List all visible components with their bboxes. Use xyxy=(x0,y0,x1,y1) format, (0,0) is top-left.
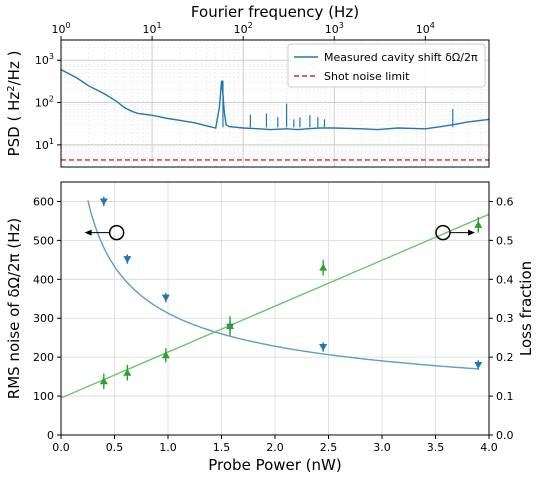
power-x-axis-label: Probe Power (nW) xyxy=(208,456,341,474)
rms-noise-point xyxy=(319,344,328,352)
psd-x-tick-label: 101 xyxy=(143,21,162,36)
power-x-tick-label: 4.0 xyxy=(480,441,498,454)
loss-fraction-point xyxy=(161,351,170,359)
rms-noise-fit-curve xyxy=(87,200,479,370)
psd-y-label-sup: 2 xyxy=(6,85,17,91)
rms-noise-point xyxy=(474,361,483,369)
right-y-tick-label: 0.3 xyxy=(496,312,514,325)
right-y-tick-label: 0.6 xyxy=(496,195,514,208)
psd-y-tick-label: 103 xyxy=(35,52,54,67)
rms-noise-point xyxy=(99,198,108,206)
axis-indicator-arrow-head xyxy=(84,229,92,236)
legend-label-shot-noise: Shot noise limit xyxy=(324,70,410,83)
legend-box xyxy=(287,43,486,88)
right-y-axis-label: Loss fraction xyxy=(517,261,535,356)
left-y-tick-label: 200 xyxy=(33,351,54,364)
psd-series xyxy=(60,68,490,161)
loss-fraction-point xyxy=(123,368,132,376)
right-y-tick-label: 0.2 xyxy=(496,351,514,364)
axis-indicator-circle xyxy=(108,224,125,241)
loss-fraction-point xyxy=(226,322,235,330)
psd-y-tick-label: 101 xyxy=(35,137,54,152)
power-panel: 0.0 0.5 1.0 1.5 2.0 2.5 3.0 3.5 4.0 0 100 200 300 40… xyxy=(5,181,535,474)
psd-y-tick-label: 102 xyxy=(35,95,54,110)
left-y-axis-label: RMS noise of δΩ/2π (Hz) xyxy=(5,218,23,399)
psd-x-tick-label: 100 xyxy=(51,21,70,36)
power-x-tick-label: 1.0 xyxy=(159,441,177,454)
power-grid xyxy=(60,182,490,436)
loss-fraction-point xyxy=(474,220,483,228)
right-y-tick-label: 0.5 xyxy=(496,234,514,247)
psd-y-label-main: PSD ( Hz xyxy=(5,92,23,157)
power-x-tick-label: 3.5 xyxy=(427,441,445,454)
legend-label-measured: Measured cavity shift δΩ/2π xyxy=(324,51,478,64)
power-x-tick-label: 0.5 xyxy=(106,441,124,454)
loss-fraction-point xyxy=(99,377,108,385)
right-y-ticks: 0.0 0.1 0.2 0.3 0.4 0.5 0.6 xyxy=(489,195,514,442)
rms-noise-point xyxy=(161,294,170,302)
power-x-tick-label: 3.0 xyxy=(373,441,391,454)
psd-measured-line xyxy=(60,68,490,131)
rms-noise-point xyxy=(123,256,132,264)
power-x-tick-label: 2.0 xyxy=(266,441,284,454)
psd-x-axis-label: Fourier frequency (Hz) xyxy=(191,3,359,21)
left-y-tick-label: 100 xyxy=(33,390,54,403)
loss-fraction-fit-line xyxy=(60,213,490,399)
left-y-tick-label: 500 xyxy=(33,234,54,247)
psd-x-tick-label: 104 xyxy=(416,21,435,36)
right-y-tick-label: 0.0 xyxy=(496,429,514,442)
power-x-tick-label: 1.5 xyxy=(213,441,231,454)
psd-x-tick-label: 102 xyxy=(234,21,253,36)
left-y-tick-label: 400 xyxy=(33,273,54,286)
fit-curves xyxy=(60,200,490,399)
right-y-tick-label: 0.4 xyxy=(496,273,514,286)
right-y-tick-label: 0.1 xyxy=(496,390,514,403)
power-x-tick-label: 2.5 xyxy=(320,441,338,454)
axis-indicator-annotations xyxy=(84,224,475,241)
psd-y-axis-label: PSD ( Hz2/Hz ) xyxy=(5,51,23,157)
psd-legend: Measured cavity shift δΩ/2π Shot noise l… xyxy=(287,43,486,88)
left-y-tick-label: 600 xyxy=(33,195,54,208)
axis-indicator-arrow-head xyxy=(467,229,475,236)
left-y-tick-label: 300 xyxy=(33,312,54,325)
loss-fraction-point xyxy=(319,263,328,271)
psd-panel: 100 101 102 103 104 101 102 103 Fourier freque… xyxy=(5,3,490,168)
psd-y-ticks: 101 102 103 xyxy=(35,52,61,152)
psd-y-label-tail: /Hz ) xyxy=(5,51,23,86)
psd-x-tick-label: 103 xyxy=(325,21,344,36)
power-x-ticks: 0.0 0.5 1.0 1.5 2.0 2.5 3.0 3.5 4.0 xyxy=(52,435,498,454)
psd-x-ticks: 100 101 102 103 104 xyxy=(51,21,435,40)
data-points xyxy=(99,196,483,390)
psd-plot-frame xyxy=(60,39,490,168)
left-y-ticks: 0 100 200 300 400 500 600 xyxy=(33,195,61,442)
left-y-tick-label: 0 xyxy=(47,429,54,442)
power-x-tick-label: 0.0 xyxy=(52,441,70,454)
